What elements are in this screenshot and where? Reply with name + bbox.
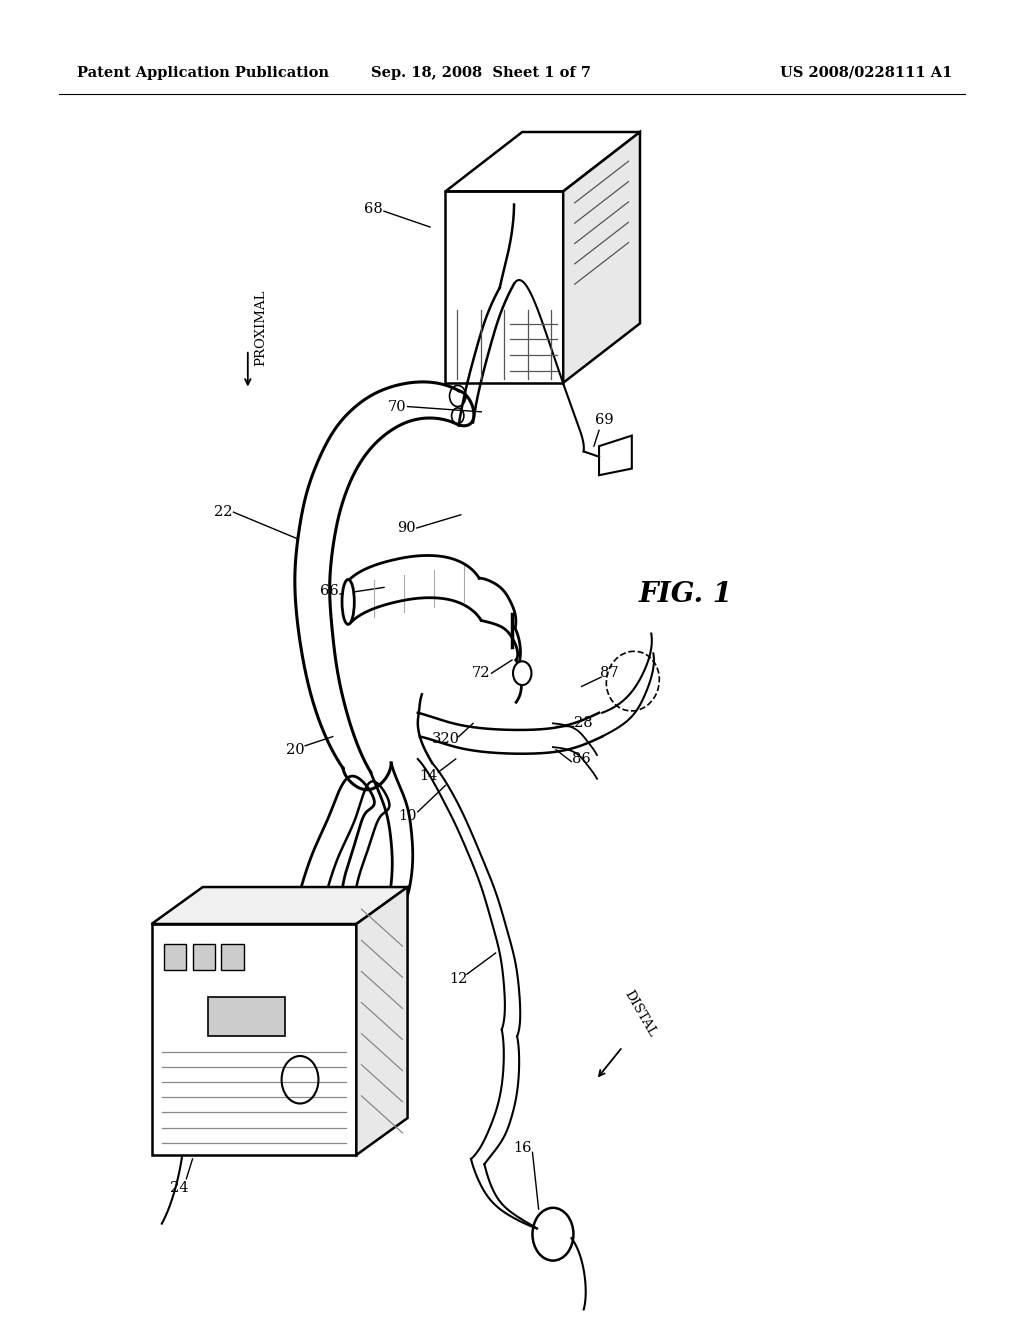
Text: 320: 320	[431, 733, 460, 746]
Bar	[208, 997, 285, 1036]
Text: 70: 70	[388, 400, 407, 413]
Text: 16: 16	[513, 1142, 531, 1155]
Polygon shape	[599, 436, 632, 475]
Text: 72: 72	[472, 667, 490, 680]
Polygon shape	[152, 924, 356, 1155]
Text: Sep. 18, 2008  Sheet 1 of 7: Sep. 18, 2008 Sheet 1 of 7	[372, 66, 591, 79]
Ellipse shape	[342, 579, 354, 624]
Bar	[164, 944, 186, 970]
Circle shape	[513, 661, 531, 685]
Text: DISTAL: DISTAL	[622, 989, 658, 1039]
Text: PROXIMAL: PROXIMAL	[255, 289, 267, 366]
Text: 14: 14	[419, 770, 437, 783]
Text: 22: 22	[214, 506, 232, 519]
Text: 20: 20	[286, 743, 304, 756]
Text: 90: 90	[397, 521, 416, 535]
Text: 68: 68	[365, 202, 383, 215]
Text: 24: 24	[170, 1181, 188, 1195]
Text: US 2008/0228111 A1: US 2008/0228111 A1	[780, 66, 952, 79]
Polygon shape	[152, 887, 408, 924]
Bar	[193, 944, 215, 970]
Text: 66: 66	[321, 585, 339, 598]
Text: 28: 28	[574, 717, 593, 730]
Text: 87: 87	[600, 667, 618, 680]
Text: Patent Application Publication: Patent Application Publication	[77, 66, 329, 79]
Text: 10: 10	[398, 809, 417, 822]
Text: 12: 12	[450, 973, 468, 986]
Text: 69: 69	[595, 413, 613, 426]
Text: 86: 86	[572, 752, 591, 766]
Polygon shape	[563, 132, 640, 383]
Polygon shape	[356, 887, 408, 1155]
Text: FIG. 1: FIG. 1	[639, 581, 733, 607]
Bar	[221, 944, 244, 970]
